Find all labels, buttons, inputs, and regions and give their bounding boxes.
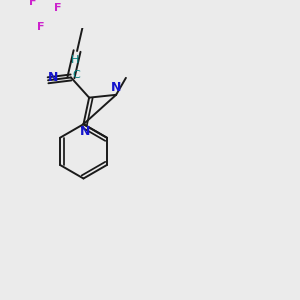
- Text: F: F: [29, 0, 37, 7]
- Text: N: N: [80, 125, 90, 138]
- Text: C: C: [72, 70, 80, 80]
- Text: N: N: [111, 81, 121, 94]
- Text: H: H: [71, 55, 79, 65]
- Text: F: F: [54, 3, 62, 13]
- Text: F: F: [37, 22, 44, 32]
- Text: N: N: [48, 70, 58, 83]
